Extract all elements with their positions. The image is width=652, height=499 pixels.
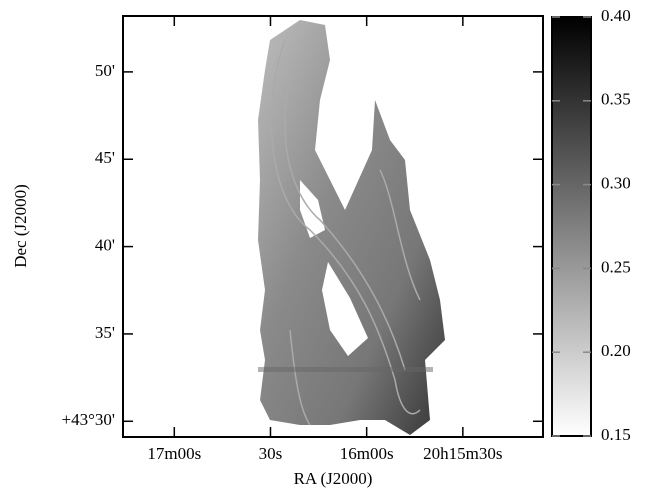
colorbar xyxy=(551,16,592,437)
y-tick-label: 50' xyxy=(95,61,115,80)
colorbar-tick-label: 0.40 xyxy=(601,6,631,25)
colorbar-tick-label: 0.35 xyxy=(601,90,631,109)
x-tick-label: 20h15m30s xyxy=(423,444,502,463)
colorbar-tick-label: 0.30 xyxy=(601,174,631,193)
colorbar-tick-label: 0.15 xyxy=(601,425,631,444)
x-tick-label: 17m00s xyxy=(147,444,201,463)
y-tick-label: 45' xyxy=(95,148,115,167)
colorbar-tick-label: 0.25 xyxy=(601,257,631,276)
nebula-image xyxy=(258,20,445,435)
x-axis-label: RA (J2000) xyxy=(294,469,373,488)
x-tick-label: 16m00s xyxy=(340,444,394,463)
colorbar-tick-label: 0.20 xyxy=(601,341,631,360)
y-tick-label: 40' xyxy=(95,235,115,254)
y-tick-label: +43°30' xyxy=(62,410,115,429)
y-tick-label: 35' xyxy=(95,323,115,342)
plot-frame xyxy=(122,15,544,438)
y-axis-label: Dec (J2000) xyxy=(11,184,30,268)
x-tick-label: 30s xyxy=(259,444,283,463)
